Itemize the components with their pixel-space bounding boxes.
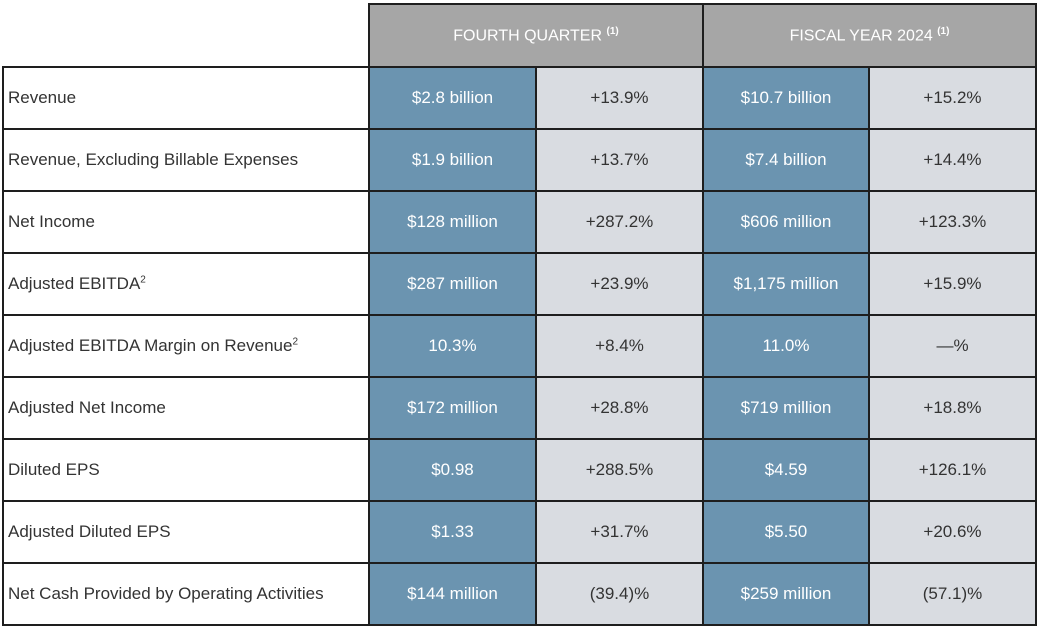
row-label-text: Adjusted EBITDA xyxy=(8,274,141,293)
footnote-ref: 2 xyxy=(292,336,298,348)
row-label: Revenue xyxy=(2,66,370,130)
q4-change: +13.7% xyxy=(535,128,704,192)
table-row: Revenue, Excluding Billable Expenses $1.… xyxy=(2,128,1037,192)
table-row: Diluted EPS $0.98 +288.5% $4.59 +126.1% xyxy=(2,438,1037,502)
q4-change: +287.2% xyxy=(535,190,704,254)
fy-value: $719 million xyxy=(702,376,870,440)
q4-value: $128 million xyxy=(368,190,537,254)
row-label: Adjusted Net Income xyxy=(2,376,370,440)
fy-change: +15.9% xyxy=(868,252,1037,316)
q4-change: +8.4% xyxy=(535,314,704,378)
q4-change: +23.9% xyxy=(535,252,704,316)
header-fiscal-year: FISCAL YEAR 2024 (1) xyxy=(702,3,1037,68)
q4-change: +31.7% xyxy=(535,500,704,564)
row-label-text: Net Income xyxy=(8,212,95,231)
row-label-text: Adjusted Net Income xyxy=(8,398,166,417)
fy-change: +14.4% xyxy=(868,128,1037,192)
row-label-text: Adjusted Diluted EPS xyxy=(8,522,171,541)
table-row: Adjusted Diluted EPS $1.33 +31.7% $5.50 … xyxy=(2,500,1037,564)
row-label: Adjusted Diluted EPS xyxy=(2,500,370,564)
row-label: Net Income xyxy=(2,190,370,254)
row-label: Adjusted EBITDA2 xyxy=(2,252,370,316)
q4-value: $287 million xyxy=(368,252,537,316)
table-row: Adjusted EBITDA2 $287 million +23.9% $1,… xyxy=(2,252,1037,316)
row-label-text: Net Cash Provided by Operating Activitie… xyxy=(8,584,324,603)
footnote-ref: (1) xyxy=(937,25,950,37)
header-fourth-quarter: FOURTH QUARTER (1) xyxy=(368,3,704,68)
q4-change: (39.4)% xyxy=(535,562,704,626)
q4-value: 10.3% xyxy=(368,314,537,378)
header-label: FOURTH QUARTER xyxy=(453,27,603,45)
fy-change: +18.8% xyxy=(868,376,1037,440)
fy-value: $7.4 billion xyxy=(702,128,870,192)
q4-change: +28.8% xyxy=(535,376,704,440)
header-blank xyxy=(3,4,369,68)
header-row: FOURTH QUARTER (1) FISCAL YEAR 2024 (1) xyxy=(3,3,1037,68)
q4-change: +288.5% xyxy=(535,438,704,502)
fy-value: $1,175 million xyxy=(702,252,870,316)
table-row: Net Income $128 million +287.2% $606 mil… xyxy=(2,190,1037,254)
row-label: Diluted EPS xyxy=(2,438,370,502)
fy-change: +15.2% xyxy=(868,66,1037,130)
footnote-ref: 2 xyxy=(140,274,146,286)
fy-value: $10.7 billion xyxy=(702,66,870,130)
q4-value: $144 million xyxy=(368,562,537,626)
table-row: Revenue $2.8 billion +13.9% $10.7 billio… xyxy=(2,66,1037,130)
row-label: Adjusted EBITDA Margin on Revenue2 xyxy=(2,314,370,378)
q4-value: $0.98 xyxy=(368,438,537,502)
header-label: FISCAL YEAR 2024 xyxy=(789,27,933,45)
q4-value: $1.9 billion xyxy=(368,128,537,192)
fy-value: $259 million xyxy=(702,562,870,626)
table-row: Adjusted Net Income $172 million +28.8% … xyxy=(2,376,1037,440)
q4-value: $2.8 billion xyxy=(368,66,537,130)
fy-change: (57.1)% xyxy=(868,562,1037,626)
row-label: Net Cash Provided by Operating Activitie… xyxy=(2,562,370,626)
fy-change: +123.3% xyxy=(868,190,1037,254)
table-row: Net Cash Provided by Operating Activitie… xyxy=(2,562,1037,626)
fy-change: +126.1% xyxy=(868,438,1037,502)
row-label-text: Revenue, Excluding Billable Expenses xyxy=(8,150,299,169)
fy-change: +20.6% xyxy=(868,500,1037,564)
fy-change: —% xyxy=(868,314,1037,378)
table-row: Adjusted EBITDA Margin on Revenue2 10.3%… xyxy=(2,314,1037,378)
row-label-text: Adjusted EBITDA Margin on Revenue xyxy=(8,336,293,355)
footnote-ref: (1) xyxy=(606,25,619,37)
row-label: Revenue, Excluding Billable Expenses xyxy=(2,128,370,192)
row-label-text: Revenue xyxy=(8,88,77,107)
fy-value: $5.50 xyxy=(702,500,870,564)
financial-highlights-table: FOURTH QUARTER (1) FISCAL YEAR 2024 (1) … xyxy=(2,3,1037,626)
fy-value: $4.59 xyxy=(702,438,870,502)
fy-value: 11.0% xyxy=(702,314,870,378)
q4-value: $172 million xyxy=(368,376,537,440)
q4-value: $1.33 xyxy=(368,500,537,564)
fy-value: $606 million xyxy=(702,190,870,254)
q4-change: +13.9% xyxy=(535,66,704,130)
row-label-text: Diluted EPS xyxy=(8,460,100,479)
